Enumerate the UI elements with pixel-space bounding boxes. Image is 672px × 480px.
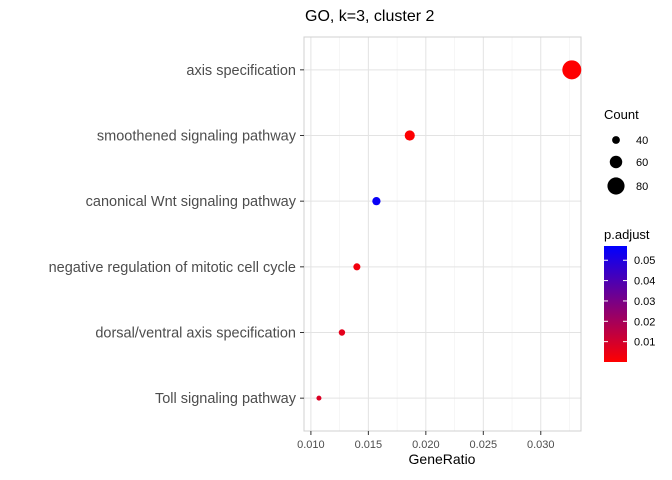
data-point [338,329,346,336]
colorbar-label: 0.05 [634,255,655,267]
count-legend-title: Count [604,107,639,122]
data-points [316,60,582,401]
count-legend: Count 40 60 80 [604,107,648,195]
x-tick-label: 0.025 [470,439,498,451]
category-label: dorsal/ventral axis specification [95,326,296,342]
category-label: smoothened signaling pathway [97,129,297,145]
x-tick-label: 0.015 [355,439,383,451]
category-label: canonical Wnt signaling pathway [86,194,297,210]
category-label: negative regulation of mitotic cell cycl… [49,260,296,276]
count-legend-key [609,155,623,169]
colorbar-label: 0.04 [634,276,655,288]
count-legend-label: 80 [636,181,648,193]
category-label: Toll signaling pathway [155,391,297,407]
panel-background [304,37,581,431]
category-label: axis specification [186,63,296,79]
x-axis-title: GeneRatio [409,451,476,467]
data-point [316,395,322,401]
category-labels: axis specification smoothened signaling p… [49,63,304,407]
x-tick-label: 0.020 [412,439,440,451]
count-legend-key [607,177,625,195]
chart-title: GO, k=3, cluster 2 [305,8,434,25]
data-point [372,197,381,206]
data-point [562,60,582,80]
x-axis-ticks: 0.010 0.015 0.020 0.025 0.030 [297,431,555,451]
colorbar-label: 0.01 [634,337,655,349]
p-adjust-legend: p.adjust 0.01 0.02 0.03 0.04 0.05 [604,227,655,362]
x-tick-label: 0.010 [297,439,325,451]
colorbar-label: 0.02 [634,316,655,328]
p-adjust-colorbar [604,246,627,362]
panel-border [303,36,582,432]
plot-panel [303,36,582,432]
data-point [404,130,415,141]
data-point [353,263,361,271]
p-adjust-legend-title: p.adjust [604,227,650,242]
count-legend-label: 60 [636,157,648,169]
x-tick-label: 0.030 [527,439,555,451]
count-legend-key [612,136,620,144]
colorbar-label: 0.03 [634,296,655,308]
count-legend-label: 40 [636,135,648,147]
